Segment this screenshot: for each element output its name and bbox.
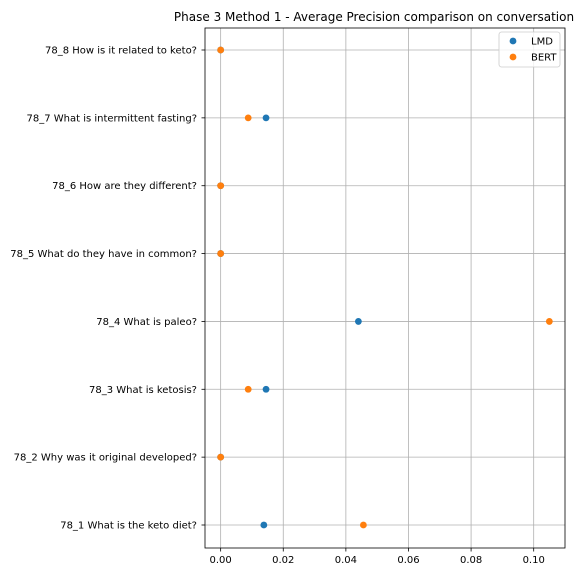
x-tick-label: 0.02 bbox=[272, 555, 294, 566]
y-tick-label: 78_3 What is ketosis? bbox=[89, 385, 197, 396]
data-point-lmd bbox=[262, 385, 270, 393]
points-layer bbox=[217, 46, 553, 529]
x-tick-label: 0.10 bbox=[523, 555, 545, 566]
x-tick-label: 0.00 bbox=[210, 555, 232, 566]
data-point-lmd bbox=[262, 114, 270, 122]
data-point-lmd bbox=[354, 318, 362, 325]
legend-label-lmd: LMD bbox=[531, 37, 553, 48]
x-tick-label: 0.04 bbox=[335, 555, 357, 566]
y-tick-label: 78_6 How are they different? bbox=[52, 181, 197, 192]
data-point-bert bbox=[217, 453, 225, 461]
y-tick-label: 78_2 Why was it original developed? bbox=[14, 453, 197, 464]
legend-marker-bert bbox=[509, 53, 517, 61]
y-tick-label: 78_4 What is paleo? bbox=[96, 317, 197, 328]
data-point-bert bbox=[217, 182, 225, 190]
x-tick-label: 0.08 bbox=[460, 555, 482, 566]
legend-marker-lmd bbox=[509, 37, 517, 45]
plot-frame bbox=[204, 27, 566, 549]
data-point-bert bbox=[545, 318, 553, 325]
chart-title: Phase 3 Method 1 - Average Precision com… bbox=[174, 10, 574, 24]
data-point-bert bbox=[244, 114, 252, 122]
data-point-bert bbox=[217, 46, 225, 54]
data-point-bert bbox=[360, 521, 367, 529]
grid-layer bbox=[205, 28, 565, 548]
legend-label-bert: BERT bbox=[531, 53, 557, 64]
data-point-bert bbox=[244, 385, 252, 393]
legend: LMD BERT bbox=[498, 31, 561, 68]
y-tick-label: 78_7 What is intermittent fasting? bbox=[26, 113, 197, 124]
data-point-bert bbox=[217, 250, 225, 257]
data-point-lmd bbox=[260, 521, 268, 529]
x-tick-label: 0.06 bbox=[397, 555, 419, 566]
y-tick-label: 78_8 How is it related to keto? bbox=[45, 46, 197, 57]
y-tick-label: 78_5 What do they have in common? bbox=[10, 249, 197, 260]
y-tick-label: 78_1 What is the keto diet? bbox=[60, 521, 197, 532]
axes-layer: 0.00 0.02 0.04 0.06 0.08 0.10 78_1 What is the… bbox=[10, 27, 566, 566]
